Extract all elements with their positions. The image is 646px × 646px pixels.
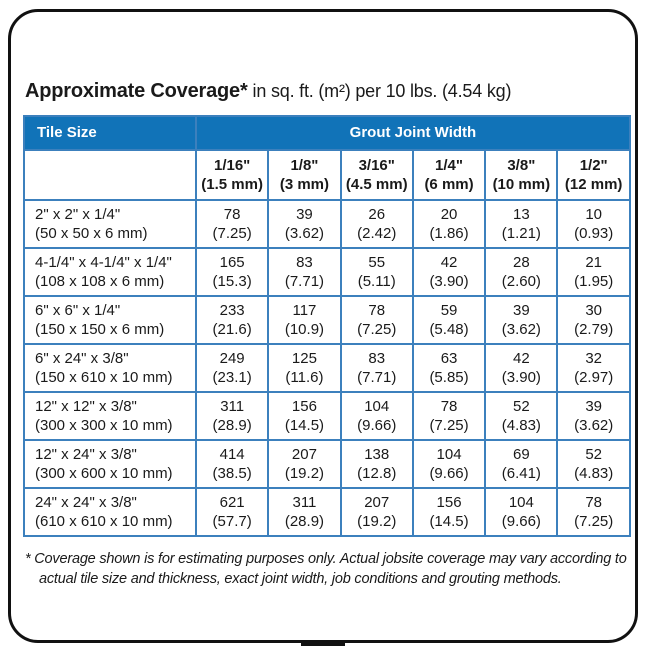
table-row: 6" x 6" x 1/4" (150 x 150 x 6 mm) 233 (21.… [23, 295, 631, 345]
coverage-cell: 125 (11.6) [267, 343, 342, 393]
column-header-row: 1/16" (1.5 mm) 1/8" (3 mm) 3/16" (4.5 mm) 1… [23, 149, 631, 201]
coverage-cell: 28 (2.60) [484, 247, 559, 297]
column-header: 1/8" (3 mm) [267, 149, 342, 201]
table-row: 24" x 24" x 3/8" (610 x 610 x 10 mm) 621(… [23, 487, 631, 537]
coverage-cell: 207 (19.2) [339, 487, 414, 537]
coverage-cell: 621 (57.7) [194, 487, 270, 537]
coverage-cell: 104 (9.66) [484, 487, 559, 537]
coverage-cell: 39 (3.62) [556, 391, 631, 441]
tile-size-header: Tile Size [23, 115, 197, 151]
coverage-cell: 39 (3.62) [484, 295, 559, 345]
coverage-cell: 156 (14.5) [411, 487, 487, 537]
table-row: 4-1/4" x 4-1/4" x 1/4" (108 x 108 x 6 mm)… [23, 247, 631, 297]
page-title: Approximate Coverage* in sq. ft. (m²) per… [25, 68, 511, 105]
coverage-cell: 42 (3.90) [411, 247, 487, 297]
column-header: 1/4" (6 mm) [411, 149, 487, 201]
table-row: 12" x 12" x 3/8" (300 x 300 x 10 mm) 311(… [23, 391, 631, 441]
coverage-cell: 83 (7.71) [267, 247, 342, 297]
coverage-cell: 21 (1.95) [556, 247, 631, 297]
coverage-cell: 138 (12.8) [339, 439, 414, 489]
coverage-cell: 10 (0.93) [556, 199, 631, 249]
title-suffix-text: in sq. ft. (m²) per 10 lbs. (4.54 kg) [252, 81, 512, 101]
coverage-cell: 104 (9.66) [411, 439, 487, 489]
coverage-cell: 32 (2.97) [556, 343, 631, 393]
tile-size-cell: 12" x 24" x 3/8" (300 x 600 x 10 mm) [23, 439, 197, 489]
coverage-table: Tile Size Grout Joint Width 1/16" (1.5 mm… [23, 115, 631, 537]
coverage-cell: 156 (14.5) [267, 391, 342, 441]
tile-size-cell: 6" x 24" x 3/8" (150 x 610 x 10 mm) [23, 343, 197, 393]
table-row: 12" x 24" x 3/8" (300 x 600 x 10 mm) 414(… [23, 439, 631, 489]
bottom-tab [301, 640, 345, 646]
coverage-cell: 83 (7.71) [339, 343, 414, 393]
column-header: 1/16" (1.5 mm) [194, 149, 270, 201]
coverage-cell: 78 (7.25) [556, 487, 631, 537]
coverage-cell: 13 (1.21) [484, 199, 559, 249]
tile-size-cell: 4-1/4" x 4-1/4" x 1/4" (108 x 108 x 6 mm) [23, 247, 197, 297]
coverage-cell: 63 (5.85) [411, 343, 487, 393]
footnote: * Coverage shown is for estimating purpo… [25, 551, 627, 588]
coverage-cell: 117 (10.9) [267, 295, 342, 345]
coverage-cell: 20 (1.86) [411, 199, 487, 249]
coverage-cell: 207 (19.2) [267, 439, 342, 489]
coverage-cell: 52 (4.83) [484, 391, 559, 441]
table-row: 6" x 24" x 3/8" (150 x 610 x 10 mm) 249 (2… [23, 343, 631, 393]
coverage-cell: 78 (7.25) [339, 295, 414, 345]
title-bold-text: Approximate Coverage* [25, 80, 248, 102]
tile-size-cell: 24" x 24" x 3/8" (610 x 610 x 10 mm) [23, 487, 197, 537]
table-header-row: Tile Size Grout Joint Width [23, 115, 631, 151]
coverage-cell: 78 (7.25) [194, 199, 270, 249]
coverage-cell: 104 (9.66) [339, 391, 414, 441]
grout-joint-width-header: Grout Joint Width [195, 115, 631, 151]
coverage-cell: 69 (6.41) [484, 439, 559, 489]
column-header: 3/16" (4.5 mm) [339, 149, 414, 201]
table-row: 2" x 2" x 1/4" (50 x 50 x 6 mm) 78 (7.25) … [23, 199, 631, 249]
coverage-cell: 233 (21.6) [194, 295, 270, 345]
coverage-cell: 249 (23.1) [194, 343, 270, 393]
coverage-cell: 59 (5.48) [411, 295, 487, 345]
tile-size-cell: 6" x 6" x 1/4" (150 x 150 x 6 mm) [23, 295, 197, 345]
coverage-cell: 78 (7.25) [411, 391, 487, 441]
empty-corner-cell [23, 149, 197, 201]
coverage-cell: 52 (4.83) [556, 439, 631, 489]
coverage-cell: 39 (3.62) [267, 199, 342, 249]
coverage-cell: 26 (2.42) [339, 199, 414, 249]
spec-card: Approximate Coverage* in sq. ft. (m²) per… [8, 9, 638, 643]
tile-size-cell: 12" x 12" x 3/8" (300 x 300 x 10 mm) [23, 391, 197, 441]
coverage-cell: 42 (3.90) [484, 343, 559, 393]
coverage-cell: 311 (28.9) [267, 487, 342, 537]
coverage-cell: 311 (28.9) [194, 391, 270, 441]
coverage-cell: 30 (2.79) [556, 295, 631, 345]
column-header: 1/2" (12 mm) [556, 149, 631, 201]
coverage-cell: 165 (15.3) [194, 247, 270, 297]
column-header: 3/8" (10 mm) [484, 149, 559, 201]
coverage-cell: 55 (5.11) [339, 247, 414, 297]
coverage-cell: 414 (38.5) [194, 439, 270, 489]
tile-size-cell: 2" x 2" x 1/4" (50 x 50 x 6 mm) [23, 199, 197, 249]
